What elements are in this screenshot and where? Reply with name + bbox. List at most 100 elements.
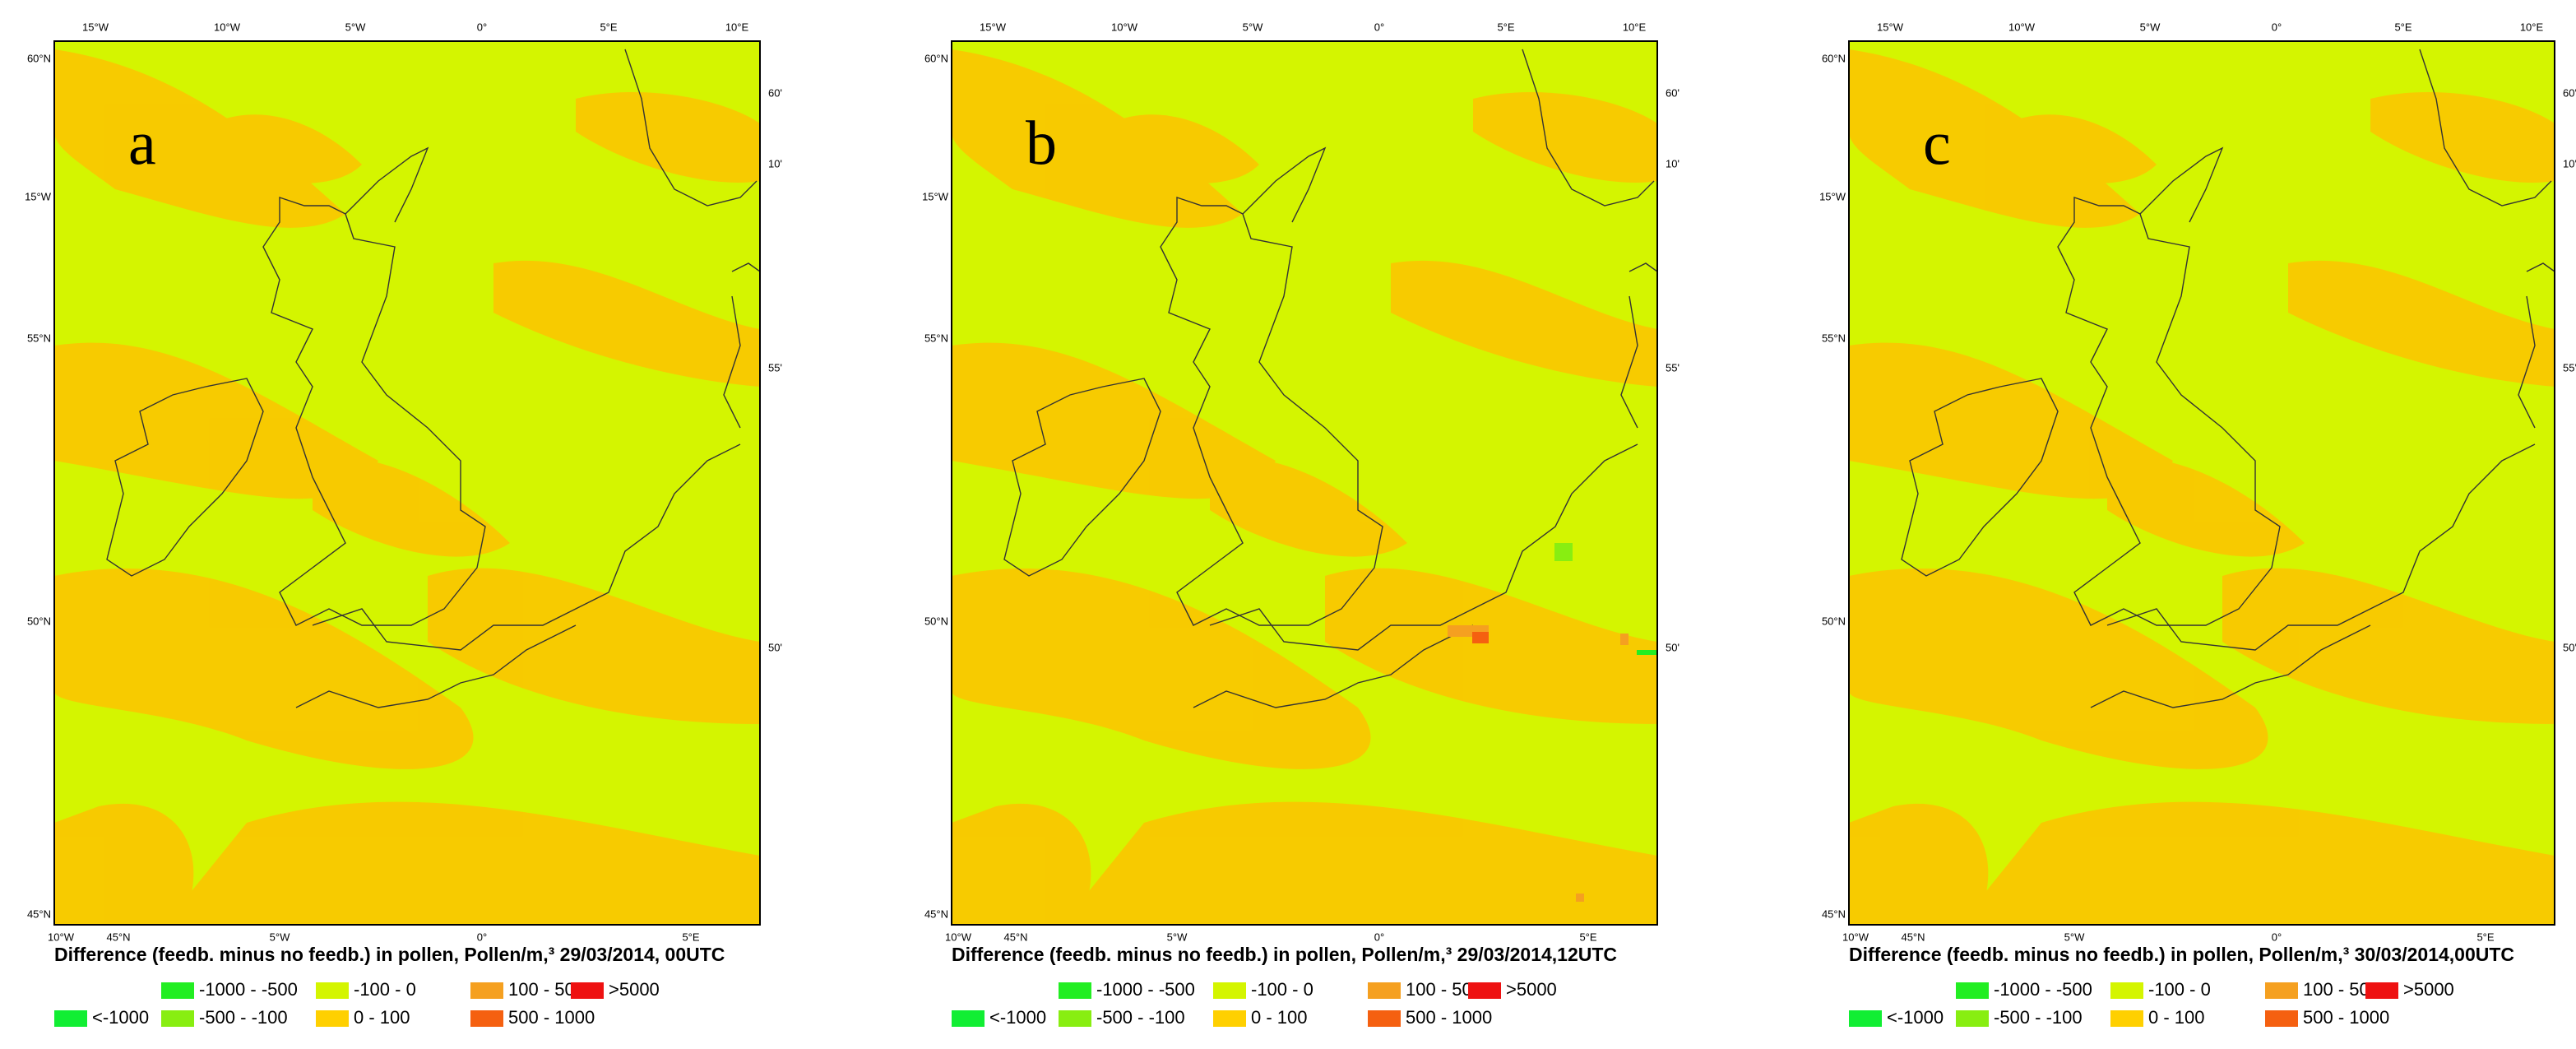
right-tick-label: 50'	[768, 641, 782, 653]
bottom-tick-label: 5°W	[270, 931, 290, 943]
map-field	[952, 41, 1657, 925]
map-panel: b 15°W 10°W 5°W 0° 5°E 10°E 60°N 15°W 55°N 50°N 45°…	[922, 21, 1679, 1027]
legend-label: <-1000	[1887, 1007, 1944, 1028]
top-tick-label: 0°	[477, 21, 487, 33]
panel-letter: c	[1923, 109, 1951, 178]
map-patch	[1472, 632, 1489, 643]
legend-label: 0 - 100	[2148, 1007, 2205, 1028]
map-title: Difference (feedb. minus no feedb.) in p…	[952, 944, 1617, 965]
left-tick-label: 15°W	[25, 190, 52, 202]
legend-label: <-1000	[92, 1007, 149, 1028]
right-tick-label: 10'	[768, 157, 782, 169]
top-tick-label: 5°W	[2140, 21, 2161, 33]
top-tick-label: 10°W	[2008, 21, 2036, 33]
right-tick-label: 10'	[2563, 157, 2576, 169]
legend-swatch	[316, 1010, 349, 1027]
map-title: Difference (feedb. minus no feedb.) in p…	[1849, 944, 2514, 965]
map-field	[54, 41, 760, 925]
map-patch	[1554, 543, 1573, 561]
panel-letter: a	[128, 109, 156, 178]
top-tick-label: 10°E	[1623, 21, 1647, 33]
legend-swatch	[1368, 982, 1401, 999]
legend-swatch	[2265, 982, 2298, 999]
legend-swatch	[1849, 1010, 1882, 1027]
bottom-tick-label: 10°W	[48, 931, 75, 943]
legend-label: <-1000	[989, 1007, 1046, 1028]
legend-label: >5000	[609, 979, 660, 1000]
top-tick-label: 0°	[1374, 21, 1384, 33]
legend-label: -500 - -100	[1096, 1007, 1185, 1028]
legend-swatch	[2110, 1010, 2143, 1027]
top-tick-label: 15°W	[980, 21, 1007, 33]
bottom-tick-label: 0°	[2272, 931, 2282, 943]
legend-label: >5000	[1506, 979, 1557, 1000]
left-tick-label: 50°N	[924, 615, 948, 627]
left-tick-label: 50°N	[1822, 615, 1846, 627]
left-tick-label: 15°W	[922, 190, 949, 202]
right-tick-label: 50'	[2563, 641, 2576, 653]
left-tick-label: 50°N	[27, 615, 51, 627]
legend-swatch	[2265, 1010, 2298, 1027]
map-panel: a 15°W 10°W 5°W 0° 5°E 10°E 60°N 15°W 55°N 50°N 45°…	[25, 21, 782, 1027]
legend-label: 500 - 1000	[2303, 1007, 2389, 1028]
legend-swatch	[1059, 1010, 1091, 1027]
right-tick-label: 50'	[1666, 641, 1679, 653]
legend-swatch	[470, 1010, 503, 1027]
top-tick-label: 5°E	[2394, 21, 2412, 33]
legend-label: -1000 - -500	[199, 979, 298, 1000]
bottom-tick-label: 45°N	[1901, 931, 1925, 943]
left-tick-label: 45°N	[924, 907, 948, 920]
top-tick-label: 10°E	[2520, 21, 2544, 33]
legend-label: -100 - 0	[354, 979, 416, 1000]
top-tick-label: 10°E	[725, 21, 749, 33]
map-panel: c 15°W 10°W 5°W 0° 5°E 10°E 60°N 15°W 55°N 50°N 45°…	[1819, 21, 2576, 1027]
top-tick-label: 0°	[2272, 21, 2282, 33]
legend-label: 500 - 1000	[508, 1007, 595, 1028]
bottom-tick-label: 5°W	[1167, 931, 1188, 943]
top-tick-label: 5°E	[600, 21, 617, 33]
legend-label: 0 - 100	[354, 1007, 410, 1028]
bottom-tick-label: 0°	[1374, 931, 1384, 943]
map-frame	[951, 40, 1658, 926]
right-tick-label: 60'	[1666, 86, 1679, 99]
legend-label: -100 - 0	[2148, 979, 2211, 1000]
bottom-tick-label: 5°E	[2476, 931, 2494, 943]
top-tick-label: 5°W	[1243, 21, 1263, 33]
legend-label: -500 - -100	[1994, 1007, 2083, 1028]
legend-label: 500 - 1000	[1406, 1007, 1492, 1028]
legend-swatch	[952, 1010, 985, 1027]
map-frame	[1848, 40, 2555, 926]
legend-swatch	[2365, 982, 2398, 999]
bottom-tick-label: 10°W	[1842, 931, 1869, 943]
bottom-tick-label: 45°N	[1003, 931, 1027, 943]
legend-swatch	[1368, 1010, 1401, 1027]
panel-letter: b	[1026, 109, 1057, 178]
top-tick-label: 15°W	[1877, 21, 1904, 33]
left-tick-label: 45°N	[27, 907, 51, 920]
top-tick-label: 10°W	[214, 21, 241, 33]
bottom-tick-label: 45°N	[106, 931, 130, 943]
map-area	[54, 41, 760, 925]
map-patch	[1620, 634, 1629, 645]
left-tick-label: 60°N	[27, 52, 51, 64]
left-tick-label: 60°N	[1822, 52, 1846, 64]
legend-swatch	[1213, 1010, 1246, 1027]
left-tick-label: 60°N	[924, 52, 948, 64]
top-tick-label: 10°W	[1111, 21, 1138, 33]
bottom-tick-label: 5°E	[682, 931, 699, 943]
right-tick-label: 55'	[2563, 361, 2576, 374]
bottom-tick-label: 5°W	[2064, 931, 2085, 943]
right-tick-label: 60'	[2563, 86, 2576, 99]
legend-swatch	[1956, 1010, 1989, 1027]
legend-label: -1000 - -500	[1096, 979, 1195, 1000]
legend-label: 0 - 100	[1251, 1007, 1308, 1028]
legend-label: -1000 - -500	[1994, 979, 2092, 1000]
legend-swatch	[470, 982, 503, 999]
right-tick-label: 55'	[768, 361, 782, 374]
map-frame	[53, 40, 761, 926]
right-tick-label: 60'	[768, 86, 782, 99]
legend-swatch	[1213, 982, 1246, 999]
legend-swatch	[571, 982, 604, 999]
map-patch	[1576, 894, 1584, 902]
